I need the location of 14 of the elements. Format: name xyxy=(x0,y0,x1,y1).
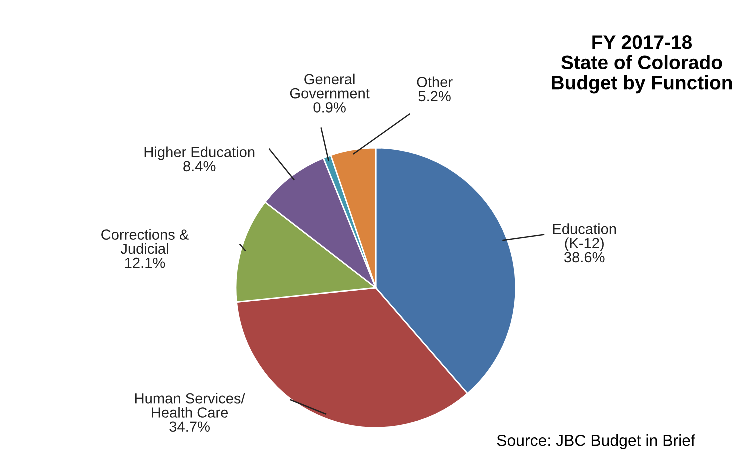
data-label: 5.2% xyxy=(418,91,451,102)
source-note: Source: JBC Budget in Brief xyxy=(497,434,696,450)
slice-label: Other xyxy=(417,76,453,88)
data-label: 0.9% xyxy=(314,102,346,113)
data-label: 8.4% xyxy=(184,161,216,172)
slice-label: General Government xyxy=(290,74,370,99)
data-label: 12.1% xyxy=(125,258,166,268)
data-label: 34.7% xyxy=(170,422,210,432)
slice-label: Human Services/ Health Care xyxy=(135,393,246,418)
chart-title: FY 2017-18 State of Colorado Budget by Function xyxy=(552,36,732,94)
data-label: 38.6% xyxy=(564,252,605,263)
slice-label: Corrections & Judicial xyxy=(102,229,189,254)
slice-label: Higher Education xyxy=(144,146,255,160)
slice-label: Education (K-12) xyxy=(553,224,616,252)
